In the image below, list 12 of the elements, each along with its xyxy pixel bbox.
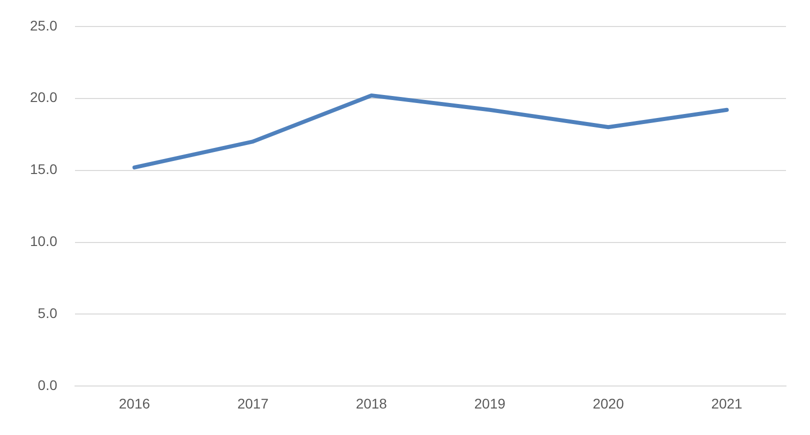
y-tick-label: 15.0 <box>30 161 58 178</box>
y-tick-label: 20.0 <box>30 89 58 106</box>
x-tick-label: 2019 <box>474 395 506 412</box>
y-tick-label: 25.0 <box>30 17 58 34</box>
x-tick-label: 2018 <box>356 395 388 412</box>
x-tick-label: 2016 <box>118 395 150 412</box>
x-tick-label: 2021 <box>711 395 743 412</box>
y-tick-label: 0.0 <box>38 377 58 394</box>
y-tick-label: 5.0 <box>38 305 58 322</box>
x-tick-label: 2017 <box>237 395 269 412</box>
y-tick-label: 10.0 <box>30 233 58 250</box>
x-tick-label: 2020 <box>592 395 624 412</box>
